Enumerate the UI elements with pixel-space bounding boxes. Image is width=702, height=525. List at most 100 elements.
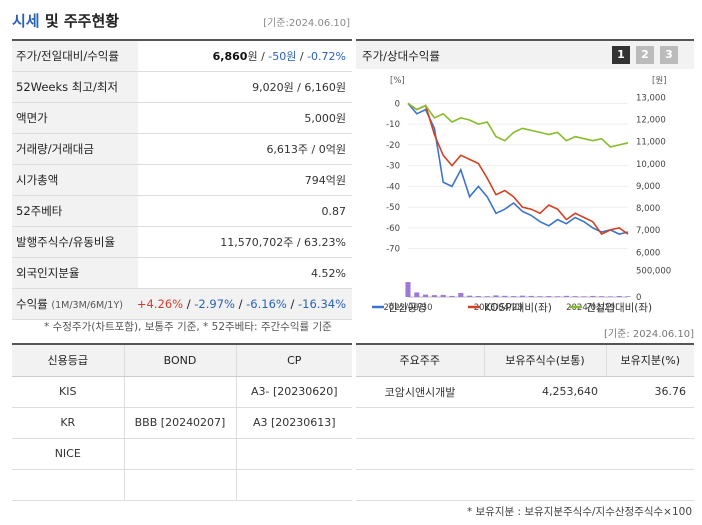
summary-row-beta: 52주베타 0.87: [12, 196, 352, 227]
right-axis-tick-label: 9,000: [636, 182, 660, 192]
summary-label: 52Weeks 최고/최저: [12, 72, 138, 102]
volume-bar: [467, 295, 473, 297]
left-axis-unit: [%]: [390, 76, 405, 86]
summary-row-market-cap: 시가총액 794억원: [12, 165, 352, 196]
volume-bar: [599, 296, 605, 297]
volume-bar: [625, 296, 631, 297]
table-row: 코암시앤시개발 4,253,640 36.76: [356, 376, 694, 408]
stock-chart: [%] [원] 0 -10 -20 -30 -40 -50 -60 -70 13,000 12,000…: [372, 76, 671, 313]
summary-label: 주가/전일대비/수익률: [12, 41, 138, 71]
summary-label: 52주베타: [12, 196, 138, 226]
volume-bar: [431, 295, 437, 297]
volume-bar: [563, 295, 569, 297]
left-axis-tick-label: -50: [386, 203, 400, 213]
left-axis-tick-label: -30: [386, 162, 400, 172]
summary-footnote: * 수정주가(차트포함), 보통주 기준, * 52주베타: 주간수익률 기준: [44, 321, 332, 333]
series-line: [407, 102, 629, 236]
chart-page-1-button[interactable]: 1: [612, 46, 630, 64]
chart-header: 주가/상대수익률 1 2 3: [356, 41, 694, 69]
column-header: BOND: [124, 343, 237, 377]
volume-bar: [475, 296, 481, 297]
table-reference-date: [기준: 2024.06.10]: [603, 329, 694, 340]
summary-row-price: 주가/전일대비/수익률 6,860원 / -50원 / -0.72%: [12, 41, 352, 72]
right-axis-tick-label: 11,000: [636, 138, 666, 148]
volume-bar: [537, 296, 543, 297]
summary-row-shares: 발행주식수/유동비율 11,570,702주 / 63.23%: [12, 227, 352, 258]
summary-label: 외국인지분율: [12, 258, 138, 288]
summary-value: 6,613주 / 0억원: [266, 143, 346, 156]
table-row: KR BBB [20240207] A3 [20230613]: [12, 407, 352, 439]
volume-bar: [423, 294, 429, 297]
volume-bar: [511, 296, 517, 297]
volume-bar: [449, 295, 455, 297]
volume-bar: [546, 296, 552, 297]
volume-bar: [581, 296, 587, 297]
volume-bar: [572, 296, 578, 297]
right-axis-tick-label: 7,000: [636, 226, 660, 236]
volume-bar: [493, 295, 499, 297]
right-axis-unit: [원]: [652, 76, 666, 86]
legend-label: 한신공영: [388, 302, 427, 313]
price-change: -50원: [268, 50, 297, 63]
volume-bar: [616, 296, 622, 297]
table-row: NICE: [12, 438, 352, 470]
credit-rating-table: 신용등급 BOND CP KIS A3- [20230620] KR BBB [20…: [12, 343, 352, 501]
returns-cell: 수익률 (1M/3M/6M/1Y) +4.26% / -2.97% / -6.1…: [12, 289, 352, 319]
table-header-row: 주요주주 보유주식수(보통) 보유지분(%): [356, 343, 694, 377]
summary-value: 0.87: [321, 204, 347, 218]
right-axis-tick-label: 12,000: [636, 116, 666, 126]
summary-label: 거래량/거래대금: [12, 134, 138, 164]
volume-bar: [414, 292, 420, 297]
volume-bar: [440, 294, 446, 297]
right-axis-tick-label: 13,000: [636, 93, 666, 103]
summary-value: 794억원: [304, 174, 346, 187]
summary-value: 6,860원 / -50원 / -0.72%: [212, 50, 346, 63]
table-row: [12, 469, 352, 501]
table-row: [356, 438, 694, 470]
volume-bar: [502, 295, 508, 297]
volume-bar: [484, 296, 490, 297]
legend-label: KOSPI대비(좌): [484, 302, 552, 313]
chart-panel: 주가/상대수익률 1 2 3 [%] [원] 0 -10 -20 -30 -40 -50 -60…: [356, 39, 694, 313]
summary-value: 4.52%: [311, 266, 346, 280]
table-row: KIS A3- [20230620]: [12, 376, 352, 408]
chart-title: 주가/상대수익률: [362, 49, 440, 63]
x-axis-tick-label: 2024/02/29: [566, 303, 615, 313]
summary-row-returns: 수익률 (1M/3M/6M/1Y) +4.26% / -2.97% / -6.1…: [12, 289, 352, 320]
legend-label: 건설업대비(좌): [586, 301, 652, 313]
summary-label: 시가총액: [12, 165, 138, 195]
left-axis-tick-label: -40: [386, 182, 400, 192]
x-axis-tick-label: 2023/04/28: [474, 303, 523, 313]
table-row: [356, 407, 694, 439]
summary-value: 9,020원 / 6,160원: [252, 81, 346, 94]
left-axis-tick-label: -10: [386, 120, 400, 130]
series-line: [407, 102, 629, 148]
reference-date: [기준:2024.06.10]: [263, 18, 350, 29]
volume-bar: [607, 296, 613, 297]
returns-values: +4.26% / -2.97% / -6.16% / -16.34%: [136, 297, 346, 311]
volume-bar: [555, 296, 561, 297]
volume-bar: [528, 295, 534, 297]
column-header: 보유주식수(보통): [484, 343, 607, 377]
section-header: 시세 및 주주현황 [기준:2024.06.10]: [12, 8, 352, 34]
right-axis-tick-label: 8,000: [636, 204, 660, 214]
volume-bar: [590, 295, 596, 297]
volume-bar: [405, 282, 411, 297]
column-header: 주요주주: [356, 343, 485, 377]
holdings-footnote: * 보유지분 : 보유지분주식수/지수산정주식수×100: [466, 506, 692, 518]
summary-value: 5,000원: [304, 112, 346, 125]
chart-page-2-button[interactable]: 2: [636, 46, 654, 64]
series-line: [407, 102, 629, 235]
summary-row-par-value: 액면가 5,000원: [12, 103, 352, 134]
price-change-pct: -0.72%: [307, 50, 346, 63]
left-axis-tick-label: -60: [386, 224, 400, 234]
volume-bar: [519, 295, 525, 297]
chart-page-3-button[interactable]: 3: [660, 46, 678, 64]
table-row: [356, 469, 694, 501]
table-header-row: 신용등급 BOND CP: [12, 343, 352, 377]
volume-axis-tick-label: 500,000: [636, 266, 671, 276]
column-header: 신용등급: [12, 343, 125, 377]
volume-axis-tick-label: 0: [636, 293, 641, 303]
left-axis-tick-label: -20: [386, 141, 400, 151]
summary-row-foreign: 외국인지분율 4.52%: [12, 258, 352, 289]
